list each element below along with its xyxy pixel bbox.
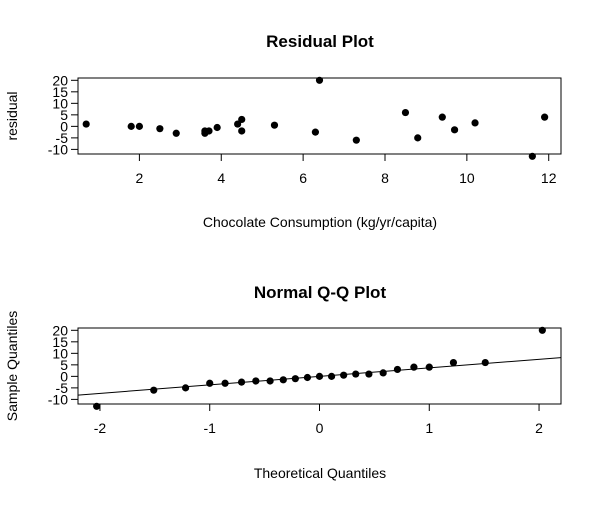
residual-plot-point <box>205 127 213 135</box>
qq-plot-y-tick-label: 0 <box>60 368 68 384</box>
residual-plot-point <box>414 134 422 142</box>
qq-plot-title: Normal Q-Q Plot <box>254 283 387 302</box>
qq-plot-y-tick-label: -10 <box>48 391 68 407</box>
residual-plot-point <box>352 136 360 144</box>
qq-plot-point <box>181 384 190 392</box>
residual-plot-point <box>82 120 90 128</box>
qq-plot-point <box>150 386 158 394</box>
residual-plot-point <box>213 123 221 132</box>
residual-plot-point <box>135 122 143 130</box>
residual-plot-point <box>156 125 164 133</box>
residual-plot-y-tick-label: 0 <box>60 118 68 134</box>
qq-plot-x-label: Theoretical Quantiles <box>254 465 386 481</box>
residual-plot-x-label: Chocolate Consumption (kg/yr/capita) <box>203 214 437 230</box>
qq-plot-point <box>252 377 260 385</box>
qq-plot-x-tick-label: -1 <box>204 420 217 436</box>
residual-plot-point <box>401 108 410 117</box>
qq-plot-point <box>237 378 246 386</box>
residual-plot-point <box>270 121 279 129</box>
qq-plot-x-tick-label: -2 <box>94 420 107 436</box>
residual-plot-point <box>238 127 246 135</box>
qq-plot-x-axis: -2 -1 0 1 2 <box>94 404 543 436</box>
qq-plot-point <box>315 372 324 380</box>
residual-plot-point <box>471 119 479 127</box>
qq-plot-point <box>393 365 402 374</box>
qq-plot-points <box>93 326 546 410</box>
qq-plot-point <box>291 375 299 383</box>
qq-plot-point <box>365 370 373 378</box>
residual-plot-point <box>541 113 549 121</box>
residual-plot-x-tick-label: 12 <box>541 170 557 186</box>
qq-plot-point <box>410 363 418 371</box>
qq-plot-y-tick-label: 10 <box>52 345 68 361</box>
qq-plot-point <box>266 377 274 385</box>
residual-plot-title: Residual Plot <box>266 32 374 51</box>
qq-plot-point <box>340 371 348 379</box>
qq-plot-point <box>206 379 214 387</box>
qq-plot-point <box>352 370 360 378</box>
qq-plot-point <box>279 376 287 384</box>
residual-plot-point <box>315 76 324 84</box>
residual-plot-y-label: residual <box>4 91 20 140</box>
qq-plot-y-label: Sample Quantiles <box>4 311 20 422</box>
qq-plot-point <box>221 379 229 387</box>
qq-plot-y-tick-label: 5 <box>60 357 68 373</box>
residual-plot-y-tick-label: 15 <box>52 84 68 100</box>
residual-plot-points <box>82 76 549 160</box>
residual-plot-frame <box>77 77 562 155</box>
qq-plot-point <box>449 358 458 367</box>
qq-plot-y-tick-label: 20 <box>52 322 68 338</box>
residual-plot-point <box>450 126 459 134</box>
qq-plot-y-tick-label: 15 <box>52 334 68 350</box>
residual-plot-x-tick-label: 4 <box>217 170 225 186</box>
qq-plot-point <box>327 372 336 380</box>
residual-plot-point <box>438 113 446 121</box>
qq-plot-x-tick-label: 1 <box>425 420 433 436</box>
residual-plot-point <box>238 115 246 124</box>
qq-plot-point <box>538 326 546 334</box>
residual-plot-x-tick-label: 6 <box>299 170 307 186</box>
qq-plot-x-tick-label: 2 <box>535 420 543 436</box>
residual-plot-y-tick-label: 10 <box>52 95 68 111</box>
residual-plot-y-tick-label: 20 <box>52 72 68 88</box>
residual-plot-y-tick-label: -10 <box>48 141 68 157</box>
residual-plot-y-tick-label: -5 <box>56 130 69 146</box>
residual-plot-x-tick-label: 2 <box>135 170 143 186</box>
qq-plot-point <box>425 363 433 371</box>
residual-plot-x-tick-label: 10 <box>459 170 475 186</box>
residual-plot-point <box>528 152 536 160</box>
residual-plot-point <box>127 122 135 130</box>
residual-plot-point <box>172 129 180 137</box>
residual-plot-x-tick-label: 8 <box>381 170 389 186</box>
qq-plot-frame <box>77 327 562 405</box>
residual-plot-point <box>234 120 242 128</box>
residual-plot-y-tick-label: 5 <box>60 107 68 123</box>
qq-plot-point <box>481 358 489 367</box>
qq-plot-point <box>303 373 312 382</box>
residual-plot-point <box>311 128 320 136</box>
qq-plot-x-tick-label: 0 <box>316 420 324 436</box>
residual-plot-x-axis: 2 4 6 8 10 12 <box>135 154 557 186</box>
qq-plot-point <box>379 369 387 377</box>
qq-plot-point <box>93 402 101 410</box>
qq-plot-y-tick-label: -5 <box>56 380 69 396</box>
